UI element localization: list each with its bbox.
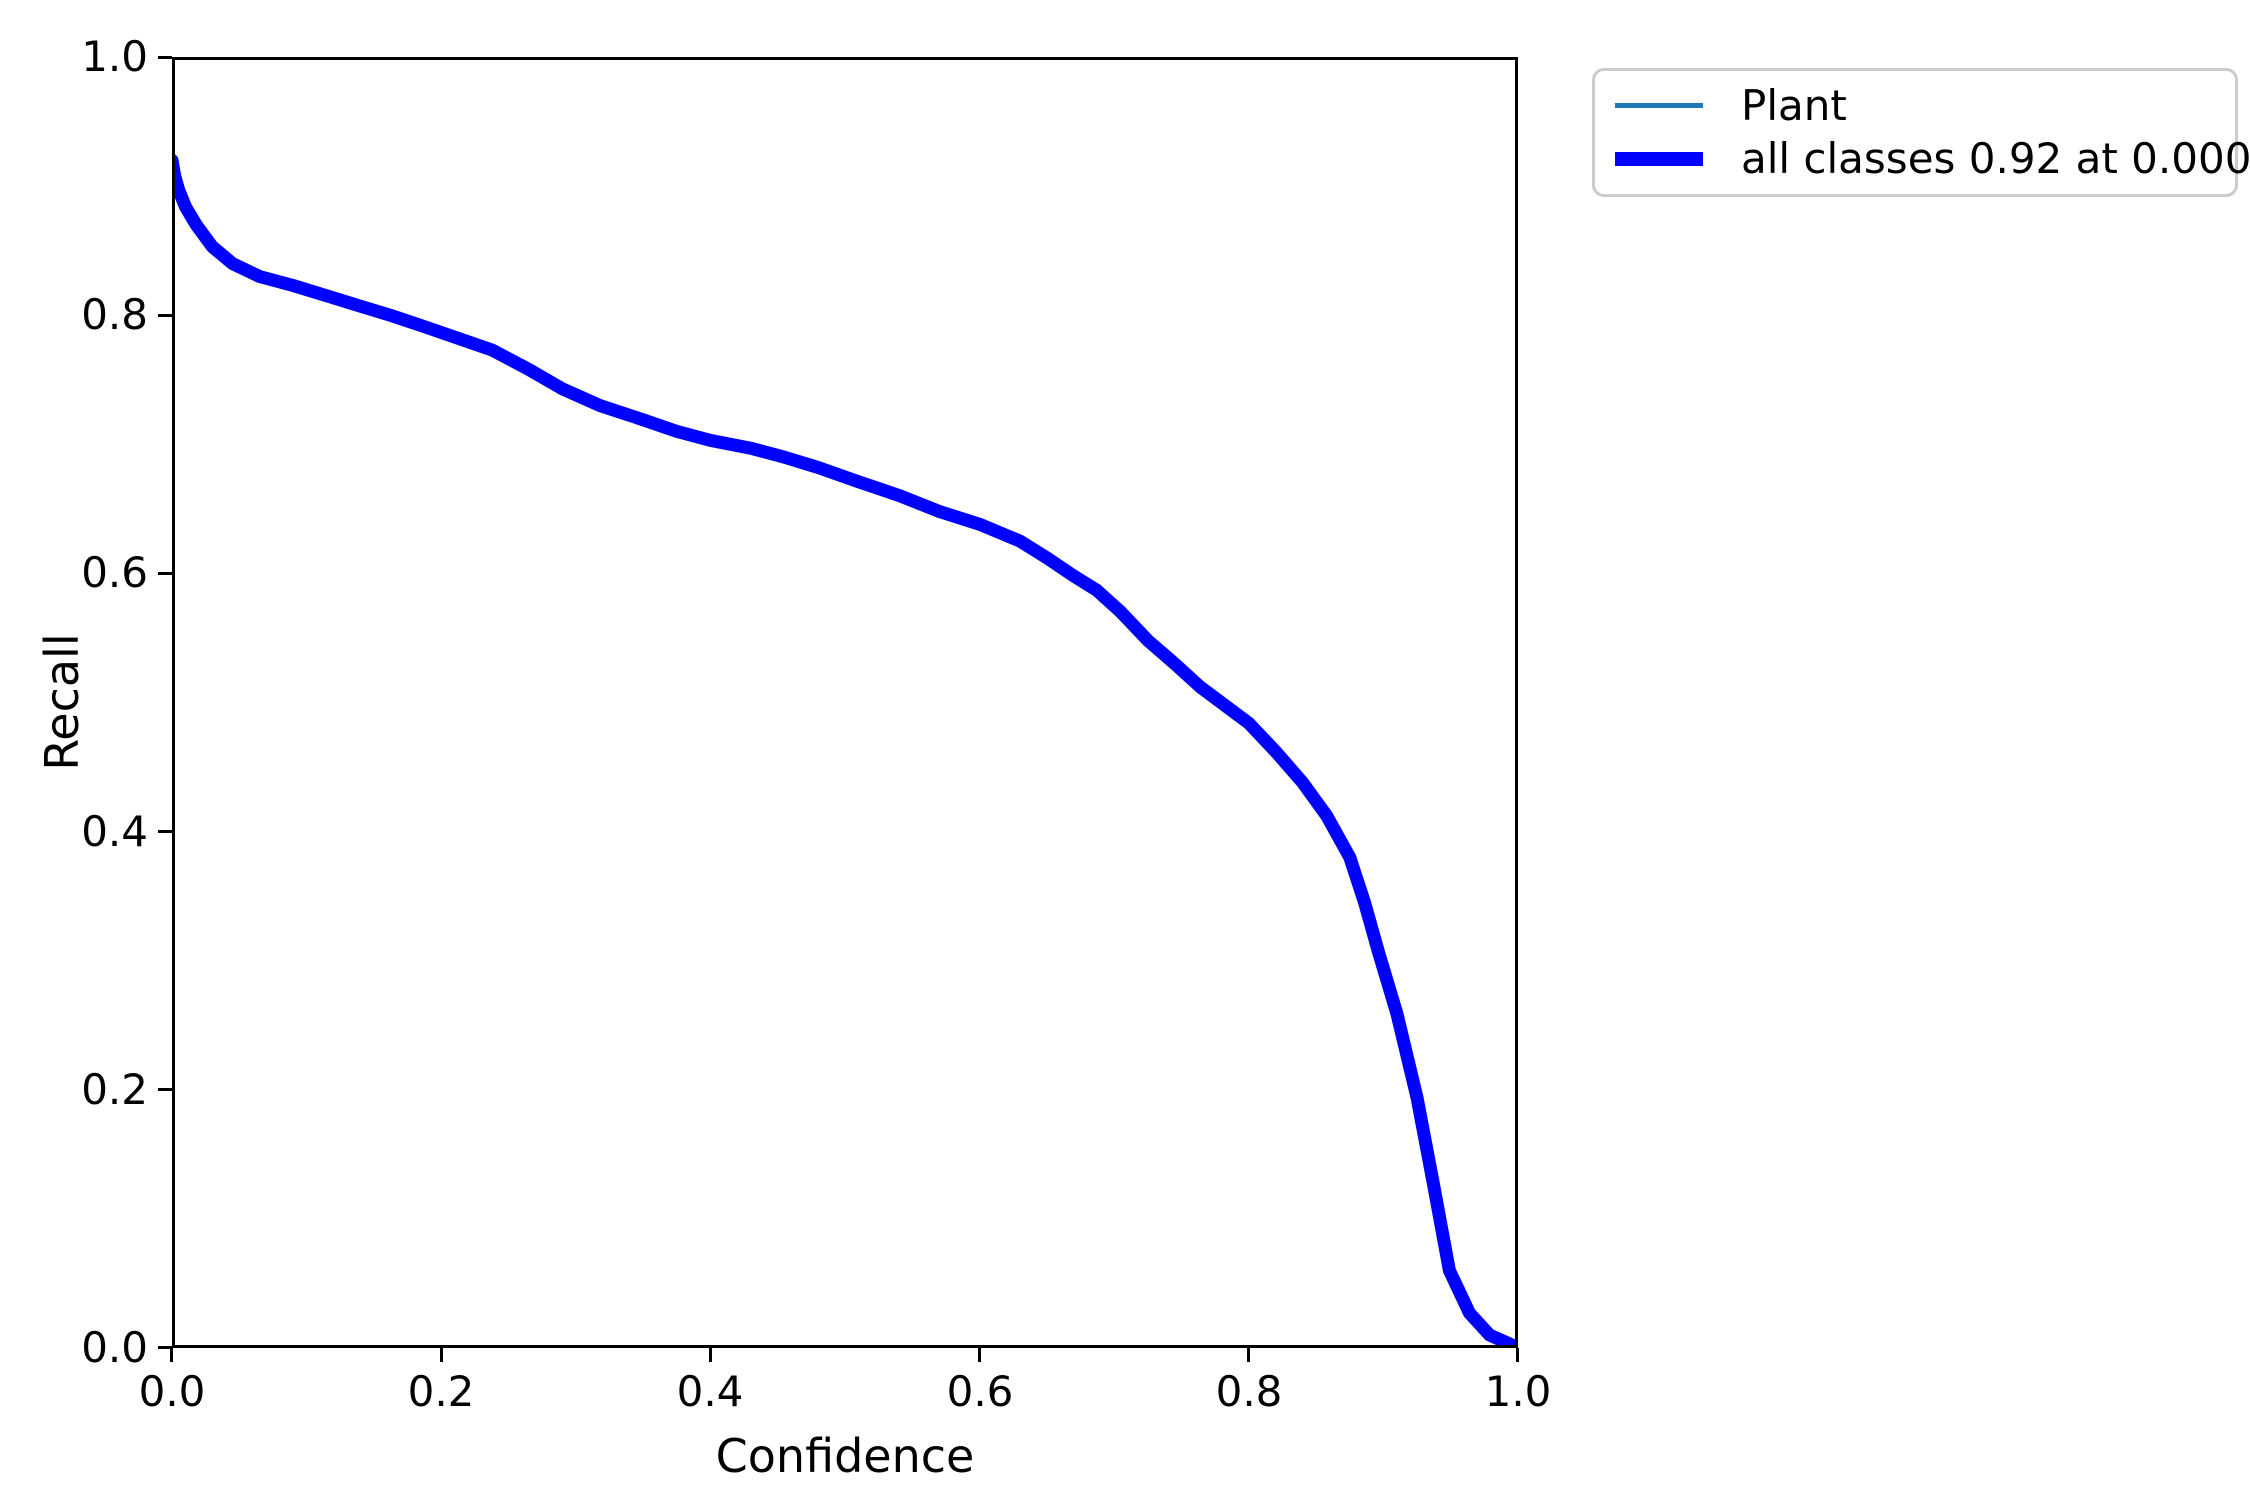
recall-confidence-curve [172, 153, 1518, 1348]
x-tick-label: 0.0 [138, 1367, 206, 1416]
legend-item-all-classes: all classes 0.92 at 0.000 [1615, 134, 2250, 184]
x-tick-mark [978, 1348, 981, 1362]
y-tick-mark [158, 572, 172, 575]
legend-label-plant: Plant [1741, 80, 1847, 130]
y-tick-mark [158, 314, 172, 317]
legend: Plant all classes 0.92 at 0.000 [1592, 68, 2250, 197]
x-tick-mark [709, 1348, 712, 1362]
y-tick-mark [158, 830, 172, 833]
x-tick-label: 0.6 [946, 1367, 1014, 1416]
x-tick-label: 0.8 [1215, 1367, 1283, 1416]
legend-item-plant: Plant [1615, 81, 2215, 131]
y-tick-mark [158, 1346, 172, 1349]
all-classes-line-swatch [1615, 152, 1703, 167]
y-tick-label: 0.2 [81, 1065, 148, 1114]
y-tick-label: 0.6 [81, 548, 148, 597]
x-tick-mark [170, 1348, 173, 1362]
y-tick-label: 1.0 [81, 32, 148, 81]
y-tick-mark [158, 1088, 172, 1091]
x-tick-label: 0.2 [407, 1367, 475, 1416]
x-tick-mark [1247, 1348, 1250, 1362]
plant-line-swatch [1615, 103, 1703, 109]
all-classes-curve-line [172, 153, 1518, 1348]
y-tick-label: 0.4 [81, 807, 148, 856]
x-tick-label: 0.4 [676, 1367, 744, 1416]
plot-border [172, 57, 1518, 1348]
y-tick-mark [158, 56, 172, 59]
x-tick-mark [440, 1348, 443, 1362]
y-tick-label: 0.8 [81, 290, 148, 339]
x-tick-label: 1.0 [1484, 1367, 1552, 1416]
legend-label-all-classes: all classes 0.92 at 0.000 [1741, 134, 2250, 184]
y-axis-label: Recall [35, 633, 89, 771]
y-tick-label: 0.0 [81, 1323, 148, 1372]
x-tick-mark [1516, 1348, 1519, 1362]
x-axis-label: Confidence [715, 1429, 975, 1483]
